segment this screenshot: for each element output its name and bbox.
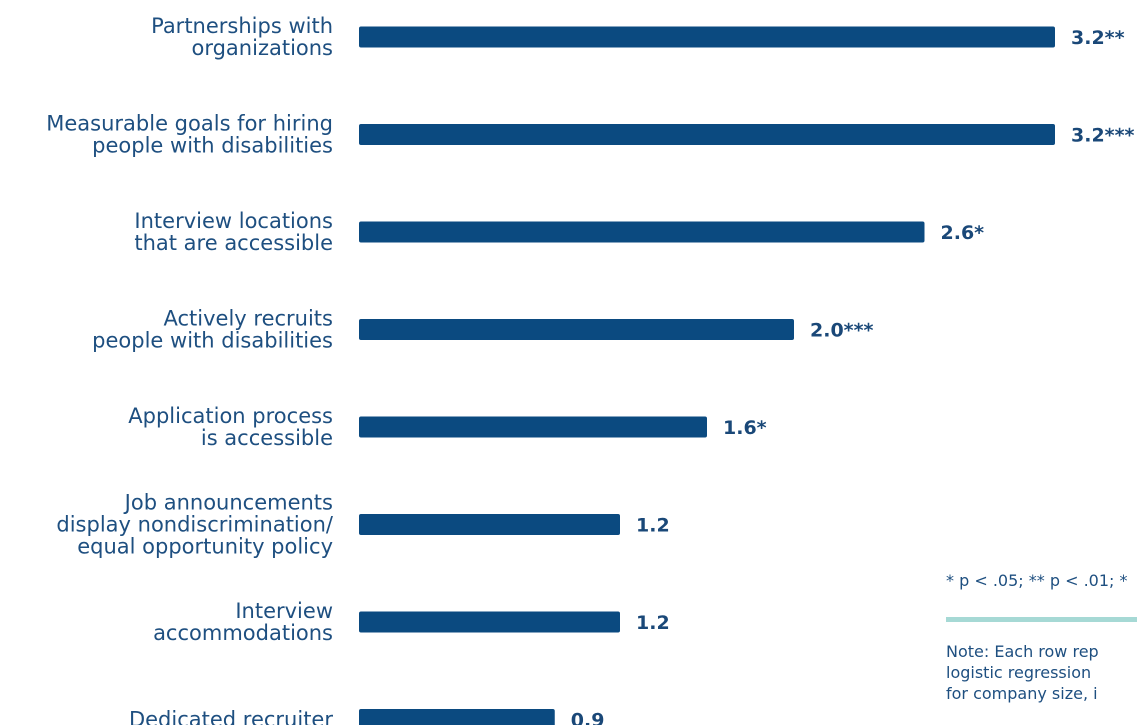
bar: [359, 514, 620, 535]
bar-value-label: 1.6*: [723, 417, 767, 439]
category-label-line: Interview: [235, 599, 333, 623]
category-label: Actively recruits people with disabilitie…: [92, 307, 333, 353]
category-label-line: display nondiscrimination/: [56, 513, 334, 537]
category-label-line: Actively recruits: [164, 307, 334, 331]
category-label-line: Job announcements: [123, 491, 333, 515]
category-label-line: Partnerships with: [151, 14, 333, 38]
category-label: Dedicated recruiter: [129, 708, 333, 725]
category-label: Interview accommodations: [153, 599, 333, 645]
bar-value-label: 3.2**: [1071, 27, 1125, 49]
note-divider: [946, 617, 1137, 622]
category-label-line: is accessible: [201, 426, 333, 450]
bar-value-label: 1.2: [636, 515, 670, 537]
category-label: Application process is accessible: [128, 404, 333, 450]
note-line: logistic regression: [946, 663, 1092, 682]
bar: [359, 124, 1055, 145]
category-label-line: organizations: [191, 36, 333, 60]
bar: [359, 26, 1055, 48]
note-line: for company size, i: [946, 684, 1098, 703]
bar: [359, 709, 555, 725]
note-line: Note: Each row rep: [946, 642, 1099, 661]
category-label-line: people with disabilities: [92, 134, 333, 158]
bars-layer: [359, 26, 1055, 725]
bar-value-label: 0.9: [571, 710, 605, 725]
bar: [359, 416, 707, 438]
category-label-line: that are accessible: [134, 231, 333, 255]
bar-value-label: 2.6*: [941, 222, 985, 244]
category-label-line: people with disabilities: [92, 329, 333, 353]
note-text: Note: Each row rep logistic regression f…: [946, 641, 1099, 704]
bar-value-label: 3.2***: [1071, 125, 1135, 147]
bar-value-label: 1.2: [636, 612, 670, 634]
category-label: Partnerships with organizations: [151, 14, 333, 60]
category-label-line: Interview locations: [134, 209, 333, 233]
labels-layer: 3.2** Partnerships with organizations 3.2**…: [46, 14, 1134, 725]
category-label: Measurable goals for hiring people with d…: [46, 112, 333, 158]
bar: [359, 319, 794, 340]
category-label-line: Application process: [128, 404, 333, 428]
significance-footnote: * p < .05; ** p < .01; *: [946, 571, 1128, 590]
category-label-line: accommodations: [153, 621, 333, 645]
bar: [359, 221, 925, 243]
category-label-line: equal opportunity policy: [77, 535, 333, 559]
category-label: Job announcements display nondiscriminati…: [56, 491, 334, 559]
category-label: Interview locations that are accessible: [134, 209, 333, 255]
category-label-line: Measurable goals for hiring: [46, 112, 333, 136]
bar-value-label: 2.0***: [810, 320, 874, 342]
category-label-line: Dedicated recruiter: [129, 708, 333, 725]
bar: [359, 611, 620, 633]
